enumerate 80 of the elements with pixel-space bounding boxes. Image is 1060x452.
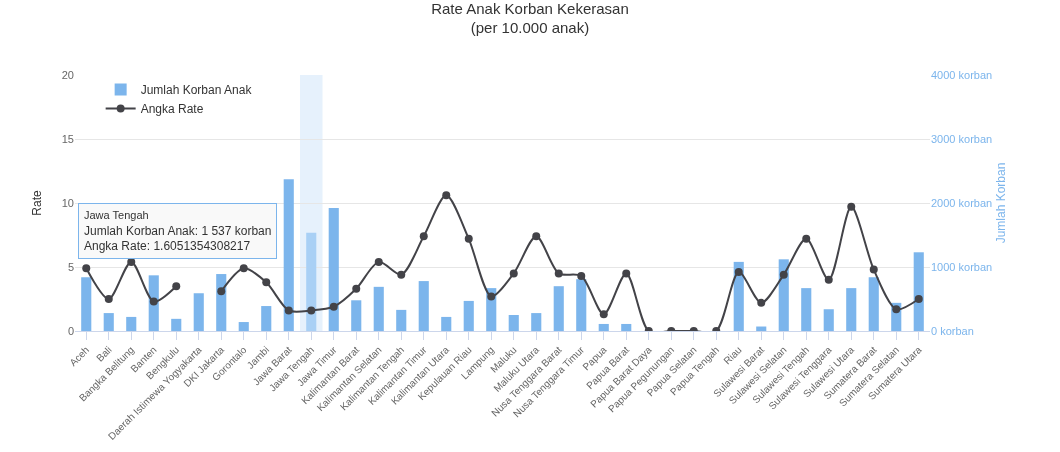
point	[599, 310, 608, 319]
point	[352, 284, 361, 293]
point	[82, 264, 91, 273]
y-tick-label: 20	[61, 68, 74, 81]
y2-tick-label: 4000 korban	[931, 68, 993, 81]
bar	[103, 313, 114, 331]
point	[397, 270, 406, 279]
point	[262, 278, 271, 287]
point	[307, 306, 316, 315]
point	[802, 234, 811, 243]
bar	[373, 286, 384, 331]
point	[779, 270, 788, 279]
point	[554, 269, 563, 278]
legend-label: Angka Rate	[140, 102, 204, 117]
y2-tick-label: 1000 korban	[931, 260, 993, 273]
point	[509, 269, 518, 278]
bar	[283, 179, 294, 331]
bar	[621, 323, 632, 331]
bar	[261, 306, 272, 331]
y2-tick-label: 2000 korban	[931, 196, 993, 209]
point	[622, 269, 631, 278]
annotation: Jumlah Korban Anak: 1 537 korban	[84, 223, 272, 238]
point	[374, 257, 383, 266]
point	[577, 271, 586, 280]
annotation: Angka Rate: 1.6051354308217	[84, 239, 251, 254]
bar	[553, 286, 564, 331]
point	[284, 306, 293, 315]
point	[464, 234, 473, 243]
y2-tick-label: 3000 korban	[931, 132, 993, 145]
point	[149, 297, 158, 306]
bar	[193, 293, 204, 331]
bar	[801, 288, 812, 331]
bar	[126, 316, 137, 331]
y-tick-label: 0	[67, 324, 74, 337]
bar	[441, 316, 452, 331]
point	[172, 282, 181, 291]
point	[487, 292, 496, 301]
bar	[846, 288, 857, 331]
point	[734, 268, 743, 277]
point	[329, 302, 338, 311]
bar	[238, 322, 249, 331]
point	[869, 265, 878, 274]
annotation: Jawa Tengah	[84, 209, 149, 221]
bar	[576, 279, 587, 331]
point	[914, 295, 923, 303]
bar	[531, 313, 542, 331]
y2-tick-label: 0 korban	[931, 324, 974, 337]
point	[104, 295, 113, 303]
bar	[396, 309, 407, 331]
bar	[823, 309, 834, 331]
y-tick-label: 15	[61, 132, 74, 145]
bar	[778, 259, 789, 331]
bar	[351, 300, 362, 331]
bar	[171, 318, 182, 331]
point	[239, 264, 248, 273]
bar	[463, 300, 474, 331]
y-tick-label: 10	[61, 196, 74, 209]
bar	[418, 281, 429, 331]
point	[892, 305, 901, 314]
y-tick-label: 5	[67, 260, 74, 273]
chart-subtitle: (per 10.000 anak)	[470, 19, 590, 37]
bar	[81, 277, 92, 331]
legend-label: Jumlah Korban Anak	[140, 83, 253, 98]
chart-title: Rate Anak Korban Kekerasan	[431, 0, 629, 17]
bar	[733, 261, 744, 331]
bar	[328, 208, 339, 331]
bar	[508, 315, 519, 331]
point	[532, 232, 541, 241]
point	[824, 275, 833, 284]
y2-axis-title: Jumlah Korban	[994, 162, 1009, 244]
point	[217, 287, 226, 296]
point	[847, 202, 856, 211]
y-axis-title: Rate	[30, 190, 44, 216]
point	[757, 298, 766, 307]
point	[419, 232, 428, 241]
bar	[598, 323, 609, 331]
bar	[913, 252, 924, 331]
point	[442, 191, 451, 200]
bar	[868, 277, 879, 331]
bar	[306, 232, 317, 331]
